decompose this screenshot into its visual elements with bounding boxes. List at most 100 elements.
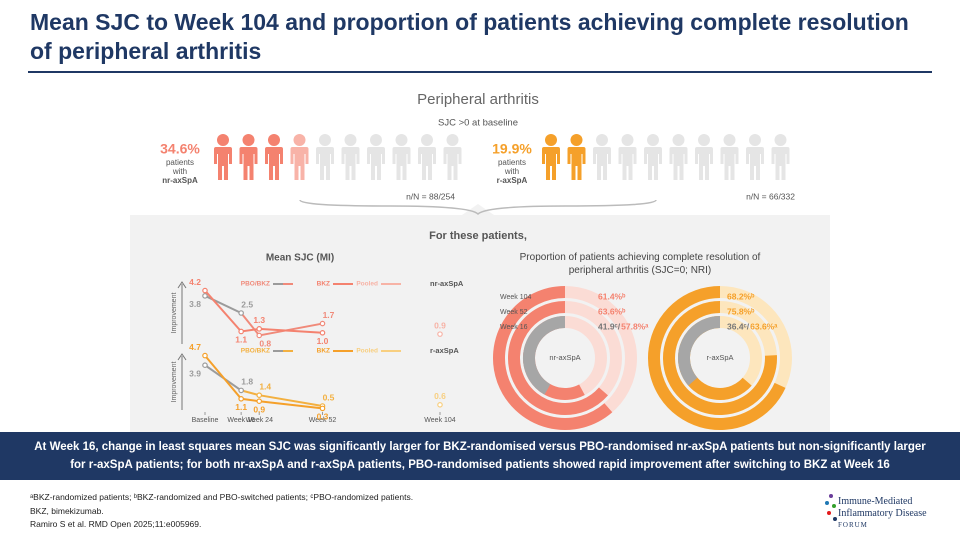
panel-label: r-axSpA bbox=[430, 346, 459, 355]
icon-head bbox=[774, 134, 787, 146]
legend-label: BKZ bbox=[317, 348, 330, 355]
value-label: 0.8 bbox=[259, 339, 271, 349]
transition-text: For these patients, bbox=[429, 230, 527, 242]
icon-head bbox=[723, 134, 736, 146]
legend-label: BKZ bbox=[317, 281, 330, 288]
data-point bbox=[238, 310, 244, 316]
value-label: 0.9 bbox=[434, 320, 446, 330]
ring-arc bbox=[523, 316, 566, 395]
value-label: 1.1 bbox=[235, 402, 247, 412]
value-label: 3.8 bbox=[189, 299, 201, 309]
icon-body bbox=[290, 147, 309, 180]
data-point bbox=[238, 328, 244, 335]
logo-mark bbox=[825, 494, 837, 521]
ring-arc bbox=[508, 301, 608, 415]
legend-label: PBO/BKZ bbox=[241, 281, 270, 288]
icon-body bbox=[720, 147, 739, 180]
footnote: ᵃBKZ-randomized patients; ᵇBKZ-randomize… bbox=[30, 492, 414, 502]
data-point bbox=[437, 331, 443, 337]
person-icon bbox=[290, 134, 309, 180]
value-label: 0.6 bbox=[434, 391, 446, 401]
icon-head bbox=[446, 134, 459, 146]
value-label: 4.2 bbox=[189, 277, 201, 287]
icon-body bbox=[567, 147, 586, 180]
data-point bbox=[319, 329, 326, 336]
value-label: 63.6%ᵇ bbox=[598, 306, 626, 316]
ring-arc bbox=[648, 286, 786, 430]
slide-title: Mean SJC to Week 104 and proportion of p… bbox=[30, 9, 909, 64]
category-label: Week 16 bbox=[500, 324, 528, 331]
person-icon bbox=[720, 134, 739, 180]
banner: At Week 16, change in least squares mean… bbox=[0, 432, 960, 480]
person-icon bbox=[618, 134, 637, 180]
group-percent: 19.9% bbox=[492, 141, 532, 157]
x-tick-label: Week 16 bbox=[227, 417, 255, 424]
x-tick-label: Week 24 bbox=[245, 417, 273, 424]
logo-text: FORUM bbox=[838, 521, 868, 529]
ring-center-label: r-axSpA bbox=[706, 353, 733, 362]
panel-label: nr-axSpA bbox=[430, 279, 464, 288]
icon-body bbox=[443, 147, 462, 180]
icon-head bbox=[344, 134, 357, 146]
value-label: 0.9 bbox=[253, 404, 265, 414]
legend-label: Pooled bbox=[356, 281, 378, 288]
legend-label: PBO/BKZ bbox=[241, 348, 270, 355]
person-icon bbox=[695, 134, 713, 180]
data-point bbox=[238, 395, 244, 402]
infographic-title: Peripheral arthritis bbox=[417, 91, 539, 108]
value-label: 57.8%ᵃ bbox=[621, 321, 649, 331]
value-label: 61.4%ᵇ bbox=[598, 291, 626, 301]
data-point bbox=[238, 387, 244, 394]
value-label: 1.0 bbox=[317, 336, 329, 346]
data-point bbox=[256, 398, 263, 405]
arrow-head bbox=[177, 281, 187, 289]
icon-body bbox=[239, 147, 258, 180]
value-label: 68.2%ᵇ bbox=[727, 291, 755, 301]
icon-head bbox=[545, 134, 557, 146]
icon-body bbox=[214, 147, 232, 180]
icon-head bbox=[217, 134, 229, 146]
value-label: 3.9 bbox=[189, 368, 201, 378]
person-icon bbox=[593, 134, 611, 180]
data-point bbox=[256, 326, 263, 332]
icon-head bbox=[395, 134, 408, 146]
icon-head bbox=[293, 134, 306, 146]
person-icon bbox=[316, 134, 334, 180]
person-icon bbox=[443, 134, 462, 180]
person-icon bbox=[214, 134, 232, 180]
category-label: Week 52 bbox=[500, 309, 528, 316]
figure: Peripheral arthritis SJC >0 at baseline … bbox=[130, 91, 830, 432]
series-line bbox=[204, 289, 323, 334]
person-icon bbox=[644, 134, 662, 180]
logo-text: Inflammatory Disease bbox=[838, 508, 927, 519]
icon-head bbox=[621, 134, 634, 146]
person-icon bbox=[542, 134, 560, 180]
ring-arc bbox=[663, 301, 777, 415]
icon-body bbox=[542, 147, 560, 180]
icon-body bbox=[618, 147, 637, 180]
footnote: BKZ, bimekizumab. bbox=[30, 506, 104, 516]
group-label: patients bbox=[166, 158, 194, 167]
icon-body bbox=[316, 147, 334, 180]
icon-head bbox=[672, 134, 685, 146]
icon-body bbox=[593, 147, 611, 180]
icon-head bbox=[698, 134, 710, 146]
ring-center-label: nr-axSpA bbox=[549, 353, 580, 362]
data-point bbox=[202, 362, 208, 369]
value-label: 63.6%ᵃ bbox=[750, 321, 778, 331]
value-label: 1.3 bbox=[253, 315, 265, 325]
x-tick-label: Week 104 bbox=[424, 417, 455, 424]
icon-head bbox=[370, 134, 382, 146]
value-label: 41.9ᶜ/ bbox=[598, 321, 621, 331]
person-icon bbox=[392, 134, 411, 180]
icon-head bbox=[596, 134, 608, 146]
y-axis-label: Improvement bbox=[171, 293, 178, 334]
icon-body bbox=[392, 147, 411, 180]
value-label: 1.4 bbox=[259, 381, 271, 391]
group-label: patients bbox=[498, 158, 526, 167]
person-icon bbox=[265, 134, 283, 180]
value-label: 1.7 bbox=[323, 310, 335, 320]
data-point bbox=[202, 352, 208, 359]
ring-arc bbox=[678, 316, 721, 386]
icon-head bbox=[570, 134, 583, 146]
